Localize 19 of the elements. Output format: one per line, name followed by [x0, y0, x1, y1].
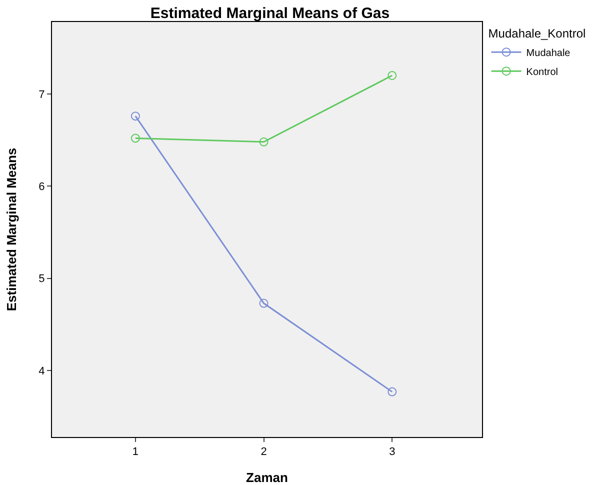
y-tick-label: 6 [38, 181, 45, 194]
point [388, 70, 397, 80]
legend-label: Kontrol [526, 67, 558, 78]
x-axis-title: Zaman [246, 470, 288, 485]
y-axis-title: Estimated Marginal Means [4, 148, 19, 312]
y-tick-label: 7 [38, 88, 45, 101]
chart-title: Estimated Marginal Means of Gas [150, 4, 390, 22]
legend-title: Mudahale_Kontrol [488, 26, 586, 41]
point [130, 112, 140, 121]
y-tick-label: 5 [38, 273, 45, 286]
x-tick-label: 3 [389, 446, 396, 458]
point [259, 137, 268, 146]
point [259, 298, 268, 308]
legend-label: Mudahale [526, 48, 571, 59]
x-tick-label: 1 [132, 446, 138, 458]
point [388, 387, 397, 396]
point [130, 134, 140, 143]
y-tick-label: 4 [38, 365, 45, 378]
x-tick-label: 2 [260, 446, 267, 458]
